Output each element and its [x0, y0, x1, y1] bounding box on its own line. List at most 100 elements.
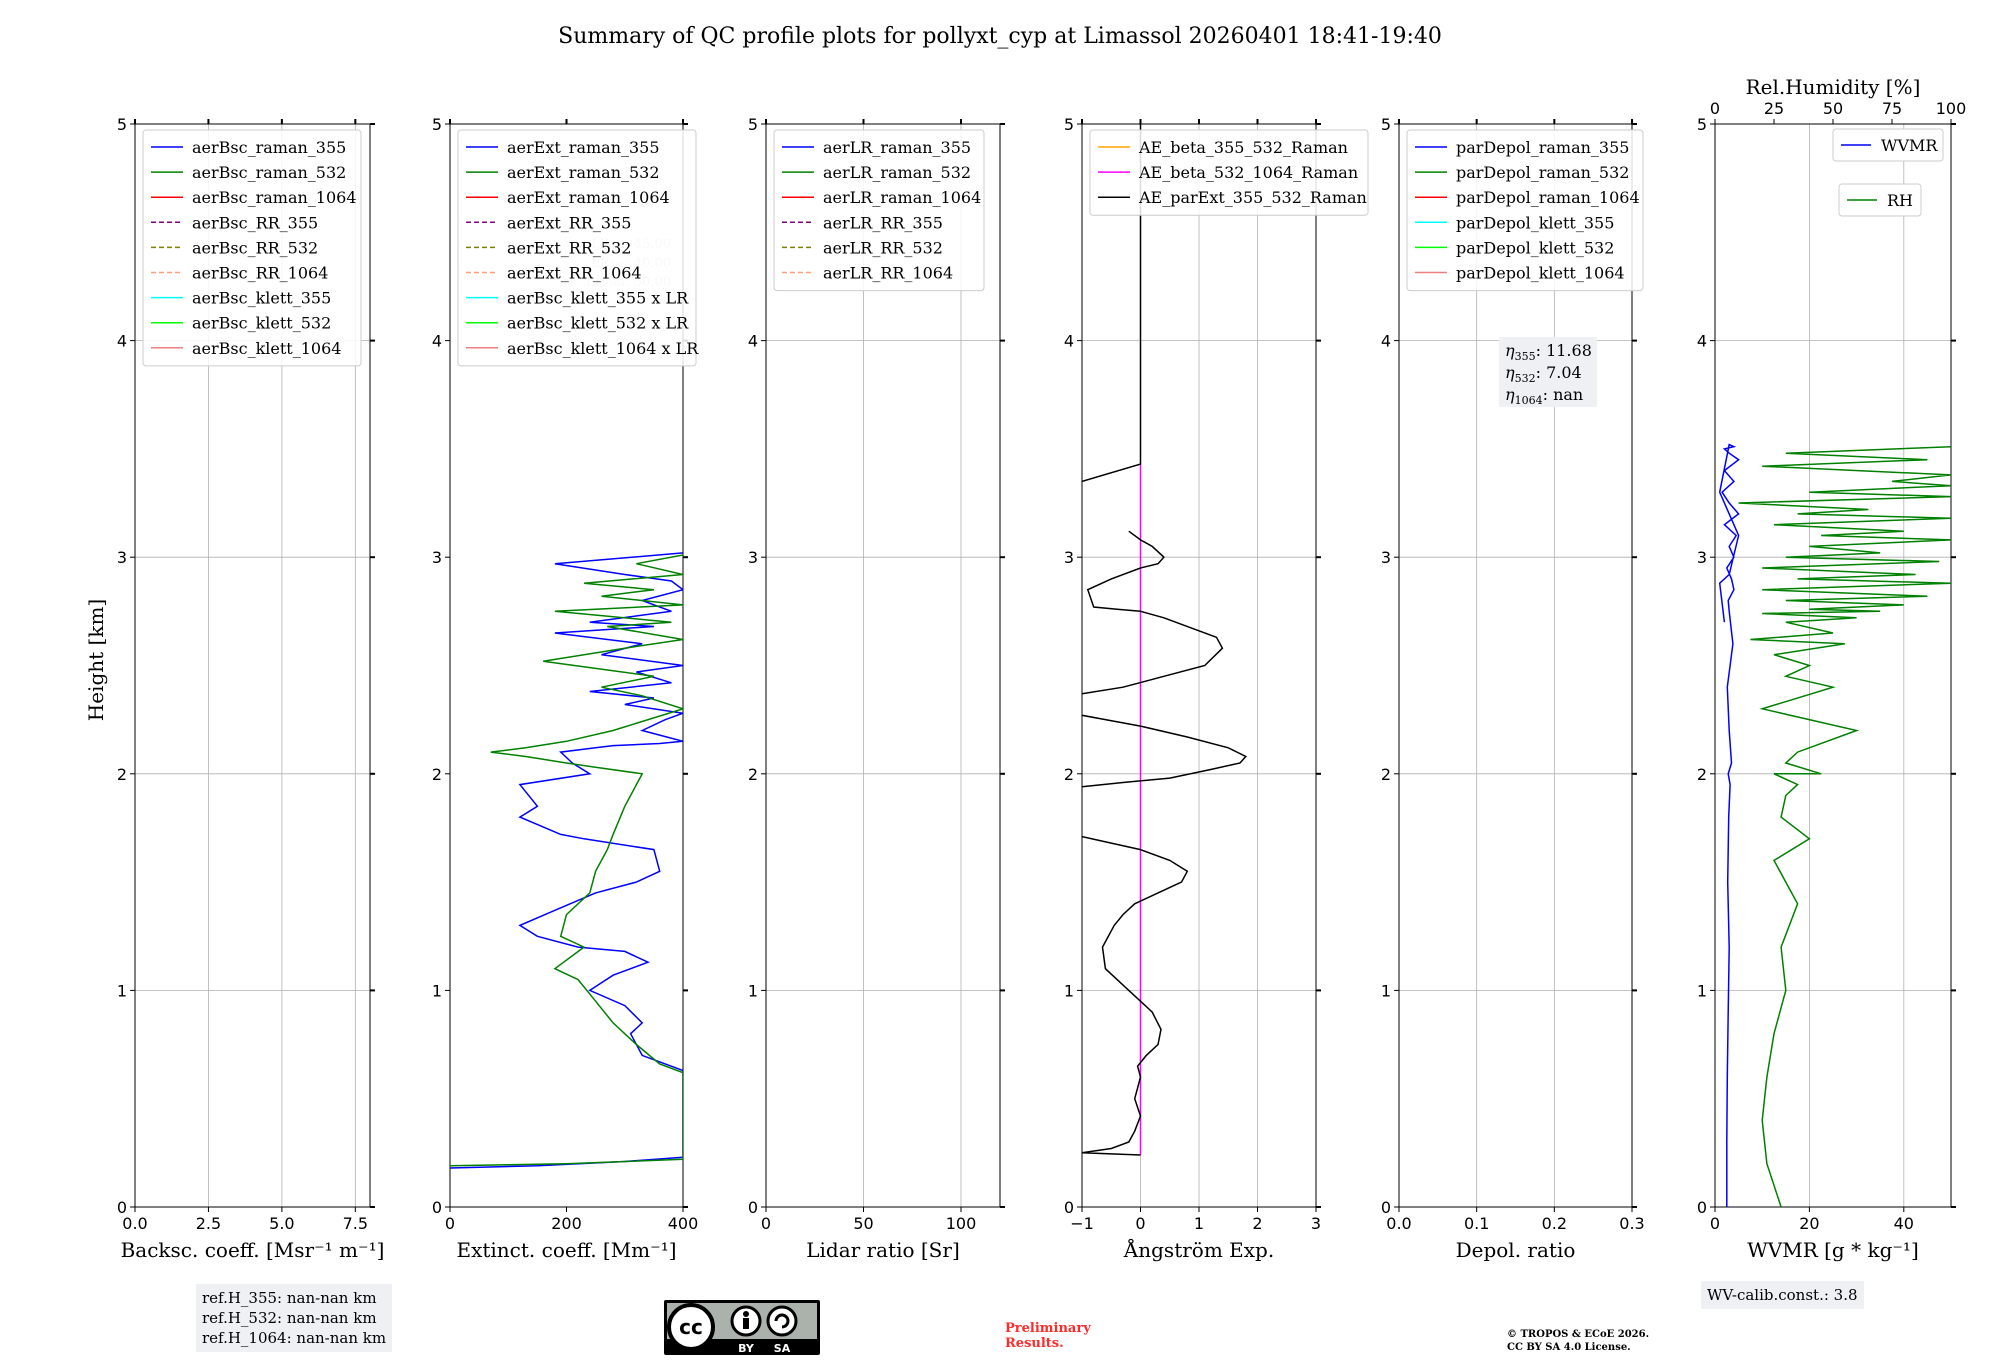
legend-label: aerLR_raman_1064: [823, 188, 981, 207]
ytick-label: 5: [117, 115, 127, 134]
top-x-axis-label: Rel.Humidity [%]: [1746, 75, 1921, 99]
ytick-label: 0: [1697, 1198, 1707, 1217]
legend-box: [773, 129, 985, 292]
ytick-label: 4: [1697, 332, 1707, 351]
legend-label: aerBsc_klett_355 x LR: [507, 289, 689, 308]
top-xtick-label: 100: [1936, 99, 1967, 118]
xtick-label: 0.0: [1386, 1214, 1411, 1233]
legend-label: aerLR_raman_355: [823, 138, 971, 157]
cc-by-text: BY: [738, 1342, 755, 1355]
x-axis-label: Lidar ratio [Sr]: [806, 1238, 960, 1262]
xtick-label: 40: [1894, 1214, 1914, 1233]
ref-height-532: ref.H_532: nan-nan km: [202, 1309, 377, 1327]
ytick-label: 2: [432, 765, 442, 784]
ytick-label: 2: [1064, 765, 1074, 784]
ytick-label: 3: [432, 548, 442, 567]
legend-label: parDepol_raman_1064: [1456, 188, 1640, 207]
x-axis-label: WVMR [g * kg⁻¹]: [1747, 1238, 1919, 1262]
ytick-label: 1: [1381, 981, 1391, 1000]
xtick-label: 0: [1135, 1214, 1145, 1233]
ytick-label: 5: [432, 115, 442, 134]
copyright-note: © TROPOS & ECoE 2026. CC BY SA 4.0 Licen…: [1507, 1328, 1649, 1354]
legend-label: aerBsc_RR_1064: [192, 264, 328, 283]
legend-box: [1089, 129, 1369, 216]
legend-label: aerBsc_klett_532 x LR: [507, 314, 689, 333]
legend-label: AE_parExt_355_532_Raman: [1138, 188, 1367, 207]
figure-title: Summary of QC profile plots for pollyxt_…: [558, 24, 1442, 49]
legend-label: WVMR: [1881, 136, 1938, 155]
legend-label: aerExt_raman_355: [507, 138, 660, 157]
axes-frame: [134, 123, 371, 1208]
top-xtick-label: 75: [1882, 99, 1902, 118]
sa-arrow-path: [774, 1313, 790, 1329]
legend-label: aerExt_RR_355: [507, 213, 631, 232]
legend-box: [1406, 129, 1644, 292]
ytick-label: 4: [1064, 332, 1074, 351]
xtick-label: 2.5: [196, 1214, 221, 1233]
eta-symbol: η: [1505, 385, 1515, 404]
y-axis-label: Height [km]: [84, 599, 108, 721]
subplot-bsc: 0 1 2 3 4 5 0.0 2.5 5.0 7.5 Backsc. coeff. [Msr⁻¹ …: [117, 115, 385, 1262]
eta-subscript: 355: [1515, 350, 1536, 363]
ytick-label: 5: [748, 115, 758, 134]
legend-label: aerExt_RR_1064: [507, 264, 642, 283]
legend-label: aerLR_RR_355: [823, 213, 943, 232]
copyright-line-2: CC BY SA 4.0 License.: [1507, 1342, 1631, 1353]
legend-box-rh: [1838, 183, 1922, 217]
legend-label: parDepol_klett_1064: [1456, 264, 1625, 283]
eta-symbol: η: [1505, 341, 1515, 360]
xtick-label: 3: [1311, 1214, 1321, 1233]
ytick-label: 2: [117, 765, 127, 784]
legend-label: aerBsc_raman_532: [192, 163, 346, 182]
legend-label: aerBsc_klett_355: [192, 289, 331, 308]
legend-label: aerLR_RR_532: [823, 238, 943, 257]
wv-calib-box: WV-calib.const.: 3.8: [1701, 1281, 1864, 1309]
ytick-label: 0: [117, 1198, 127, 1217]
ref-height-1064: ref.H_1064: nan-nan km: [202, 1329, 387, 1347]
xtick-label: 50: [853, 1214, 873, 1233]
xtick-label: 0.0: [122, 1214, 147, 1233]
eta-value: : 7.04: [1536, 363, 1582, 382]
ytick-label: 5: [1381, 115, 1391, 134]
legend-label: aerExt_raman_1064: [507, 188, 670, 207]
x-axis-label: Depol. ratio: [1456, 1238, 1576, 1262]
ytick-label: 1: [117, 981, 127, 1000]
legend-label: aerBsc_klett_1064 x LR: [507, 339, 699, 358]
ytick-label: 3: [1381, 548, 1391, 567]
ytick-label: 4: [1381, 332, 1391, 351]
copyright-line-1: © TROPOS & ECoE 2026.: [1507, 1329, 1650, 1340]
xtick-label: 1: [1194, 1214, 1204, 1233]
cc-circle-icon: [667, 1303, 715, 1351]
ytick-label: 1: [1697, 981, 1707, 1000]
legend-label: aerBsc_RR_532: [192, 238, 318, 257]
legend-label: AE_beta_532_1064_Raman: [1138, 163, 1358, 182]
legend-label: parDepol_klett_355: [1456, 213, 1614, 232]
axes-frame: [1398, 123, 1633, 1208]
legend-label: aerLR_raman_532: [823, 163, 971, 182]
top-xtick-label: 0: [1710, 99, 1720, 118]
eta-line-532: η532: 7.04: [1505, 363, 1582, 385]
series-aerext-raman-355: [450, 552, 683, 1169]
xtick-label: 0.2: [1542, 1214, 1567, 1233]
ytick-label: 5: [1697, 115, 1707, 134]
xtick-label: 20: [1799, 1214, 1819, 1233]
ytick-label: 2: [1381, 765, 1391, 784]
xtick-label: 0: [445, 1214, 455, 1233]
x-axis-label: Ångström Exp.: [1123, 1237, 1274, 1262]
legend-label: parDepol_klett_532: [1456, 238, 1614, 257]
ytick-label: 1: [432, 981, 442, 1000]
cc-letters: cc: [679, 1315, 703, 1339]
ytick-label: 3: [1697, 548, 1707, 567]
ytick-label: 1: [1064, 981, 1074, 1000]
legend-label: aerExt_raman_532: [507, 163, 660, 182]
xtick-label: 2: [1252, 1214, 1262, 1233]
by-person-body: [743, 1318, 749, 1329]
legend-label: AE_beta_355_532_Raman: [1138, 138, 1348, 157]
legend-label: parDepol_raman_532: [1456, 163, 1629, 182]
top-xtick-label: 50: [1823, 99, 1843, 118]
